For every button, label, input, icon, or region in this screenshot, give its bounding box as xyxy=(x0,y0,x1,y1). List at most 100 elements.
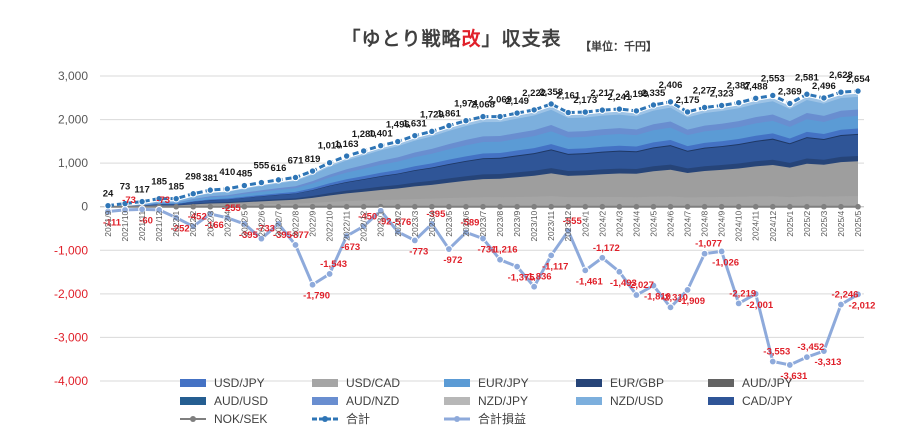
point-nok-sek xyxy=(684,203,691,210)
point-total xyxy=(496,112,504,121)
x-tick-label: 2023/6 xyxy=(461,210,471,236)
pl-data-label: -111 xyxy=(103,218,122,229)
point-nok-sek xyxy=(190,203,197,210)
x-tick-label: 2023/1 xyxy=(376,210,386,236)
x-tick-label: 2024/6 xyxy=(666,210,676,236)
point-total xyxy=(155,194,163,203)
point-total xyxy=(394,137,402,146)
point-total-pl xyxy=(564,226,573,235)
total-data-label: 2,068 xyxy=(471,100,495,111)
pl-data-label: -1,836 xyxy=(525,272,552,283)
x-tick-label: 2025/4 xyxy=(836,210,846,236)
pl-data-label: -73 xyxy=(122,195,136,206)
pl-data-label: -255 xyxy=(222,203,242,214)
x-tick-label: 2022/9 xyxy=(308,210,318,236)
point-total-pl xyxy=(547,251,556,260)
total-data-label: 2,496 xyxy=(812,81,836,92)
total-data-label: 1,010 xyxy=(318,141,342,152)
total-data-label: 2,161 xyxy=(556,91,580,102)
pl-data-label: -3,452 xyxy=(797,342,824,353)
x-tick-label: 2022/11 xyxy=(342,210,352,240)
pl-data-label: -92 xyxy=(378,217,392,228)
pl-data-label: -1,216 xyxy=(491,245,518,256)
pl-data-label: -452 xyxy=(188,211,207,222)
pl-data-label: -3,313 xyxy=(814,357,841,368)
point-nok-sek xyxy=(787,203,793,210)
point-nok-sek xyxy=(752,203,759,210)
area-usd-cad xyxy=(108,161,858,207)
point-total xyxy=(803,90,811,98)
point-total xyxy=(121,199,129,208)
x-tick-label: 2023/4 xyxy=(427,210,437,236)
x-tick-label: 2023/9 xyxy=(512,210,522,236)
legend-swatch xyxy=(190,416,196,422)
point-total xyxy=(581,108,589,116)
point-total-pl xyxy=(291,241,300,249)
point-nok-sek xyxy=(701,203,708,210)
x-tick-label: 2024/7 xyxy=(683,210,693,236)
total-data-label: 410 xyxy=(219,167,235,178)
pl-data-label: -395 xyxy=(273,230,293,241)
point-nok-sek xyxy=(531,203,537,210)
point-total-pl xyxy=(257,234,266,243)
point-total xyxy=(206,186,214,194)
point-nok-sek xyxy=(718,203,725,210)
pl-data-label: -1,543 xyxy=(320,259,347,270)
point-nok-sek xyxy=(343,203,350,210)
pl-data-label: -673 xyxy=(341,242,360,253)
x-tick-label: 2021/9 xyxy=(103,210,113,236)
pl-data-label: -395 xyxy=(426,209,446,220)
point-nok-sek xyxy=(616,203,623,210)
pl-data-label: -972 xyxy=(443,255,462,266)
total-data-label: 2,217 xyxy=(590,88,614,99)
total-data-label: 73 xyxy=(120,182,131,193)
legend-label: USD/JPY xyxy=(214,376,265,390)
total-data-label: 2,335 xyxy=(642,88,666,99)
legend-swatch xyxy=(180,397,206,405)
pl-data-label: -450 xyxy=(358,211,377,222)
x-tick-label: 2025/3 xyxy=(819,210,829,236)
legend-label: EUR/JPY xyxy=(478,376,529,390)
point-total-pl xyxy=(376,206,385,215)
pl-data-label: -1,026 xyxy=(712,257,739,268)
point-nok-sek xyxy=(446,203,452,210)
total-data-label: 616 xyxy=(271,163,287,174)
pl-data-label: -1,375 xyxy=(508,273,536,284)
total-data-label: 555 xyxy=(253,161,270,172)
point-total xyxy=(172,194,180,203)
point-nok-sek xyxy=(565,203,572,210)
pl-data-label: -1,810 xyxy=(644,292,671,303)
x-tick-label: 2023/10 xyxy=(529,210,539,241)
title-prefix: 「ゆとり戦略 xyxy=(341,28,462,50)
point-total xyxy=(820,94,828,102)
point-total-pl xyxy=(717,247,726,256)
x-tick-label: 2024/11 xyxy=(751,210,761,240)
point-total-pl xyxy=(632,291,641,299)
point-nok-sek xyxy=(548,203,554,210)
total-data-label: 1,163 xyxy=(335,139,359,150)
point-nok-sek xyxy=(241,203,248,210)
total-data-label: 1,280 xyxy=(352,129,376,140)
point-total-pl xyxy=(854,290,862,299)
pl-data-label: -2,246 xyxy=(831,290,858,301)
pl-data-label: -1,461 xyxy=(576,276,604,287)
pl-data-label: -555 xyxy=(563,216,583,227)
total-data-label: 2,406 xyxy=(659,80,683,91)
y-tick-label: 1,000 xyxy=(58,156,88,170)
point-total-pl xyxy=(393,227,402,236)
point-nok-sek xyxy=(855,203,861,210)
total-data-label: 2,654 xyxy=(846,74,870,85)
point-total xyxy=(632,107,641,115)
point-total-pl xyxy=(785,361,794,369)
point-total xyxy=(189,190,197,198)
point-total-pl xyxy=(410,236,419,245)
y-tick-label: -4,000 xyxy=(54,374,88,388)
total-data-label: 24 xyxy=(103,189,114,200)
legend-label: NOK/SEK xyxy=(214,412,267,426)
point-total-pl xyxy=(189,222,198,231)
pl-data-label: -576 xyxy=(392,217,411,228)
y-tick-label: 2,000 xyxy=(58,113,88,127)
pl-data-label: -3,631 xyxy=(780,371,808,382)
total-data-label: 2,277 xyxy=(693,86,717,97)
